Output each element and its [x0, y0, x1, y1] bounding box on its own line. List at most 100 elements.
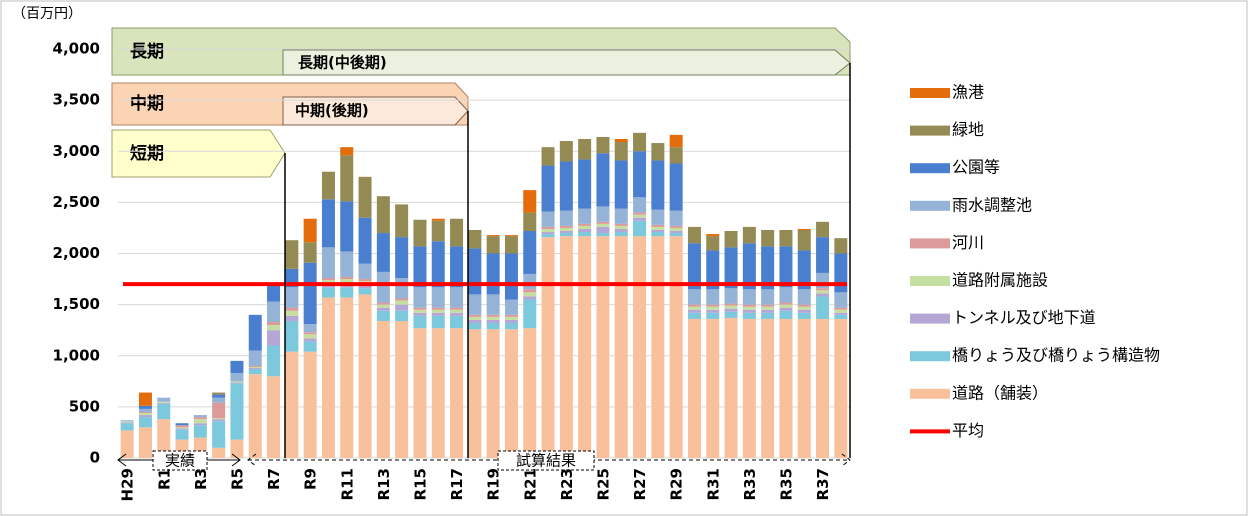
bar-segment: [468, 294, 482, 315]
bar-segment: [212, 418, 226, 420]
bar-segment: [779, 246, 793, 288]
bar-segment: [138, 417, 152, 428]
bar-segment: [358, 288, 372, 295]
bar-segment: [578, 232, 592, 237]
bar-segment: [285, 307, 299, 311]
bar-segment: [358, 294, 372, 458]
legend-swatch: [910, 163, 950, 174]
bar-segment: [157, 419, 171, 458]
bar-segment: [120, 423, 134, 431]
bar-segment: [230, 381, 244, 383]
bar-segment: [321, 280, 335, 285]
legend-label: トンネル及び地下道: [952, 308, 1096, 327]
bar-segment: [633, 132, 647, 152]
bar-segment: [523, 328, 537, 458]
bar-segment: [779, 307, 793, 311]
bar-segment: [779, 310, 793, 319]
bar-segment: [633, 236, 647, 458]
bar-segment: [267, 322, 281, 326]
bar-segment: [376, 310, 390, 321]
bar-segment: [797, 229, 811, 251]
bar-segment: [504, 314, 518, 317]
legend-label: 河川: [952, 233, 984, 252]
bar-segment: [468, 229, 482, 249]
bar-segment: [395, 237, 409, 279]
bar-segment: [669, 227, 683, 232]
y-tick-label: 2,500: [53, 193, 100, 211]
bar-segment: [138, 413, 152, 416]
legend-label: 道路（舗装）: [952, 383, 1048, 402]
bar-segment: [395, 304, 409, 311]
x-tick-label: R7: [265, 468, 283, 490]
bar-segment: [376, 302, 390, 305]
bar-segment: [230, 360, 244, 374]
bar-segment: [504, 316, 518, 320]
bar-segment: [724, 303, 738, 306]
bar-segment: [321, 199, 335, 248]
bar-segment: [504, 329, 518, 458]
bar-segment: [578, 159, 592, 209]
bar-segment: [578, 236, 592, 458]
bar-segment: [633, 217, 647, 221]
bar-segment: [267, 301, 281, 323]
bar-segment: [559, 236, 573, 458]
period-arrows: [117, 450, 851, 471]
bar-segment: [138, 415, 152, 418]
bar-segment: [340, 277, 354, 280]
bar-segment: [834, 314, 848, 319]
bar-segment: [413, 328, 427, 458]
bar-segment: [706, 250, 720, 290]
bar-segment: [779, 304, 793, 308]
bar-segment: [321, 278, 335, 281]
bar-segment: [413, 219, 427, 247]
bar-segment: [376, 233, 390, 272]
bar-segment: [248, 369, 262, 375]
bar-segment: [816, 318, 830, 458]
bar-segment: [816, 290, 830, 294]
x-tick-label: R13: [375, 468, 393, 500]
bar-segment: [633, 151, 647, 198]
bar-segment: [212, 397, 226, 403]
bar-segment: [651, 236, 665, 458]
bar-segment: [303, 324, 317, 333]
bar-segment: [285, 315, 299, 321]
bar-segment: [669, 233, 683, 237]
bar-segment: [578, 228, 592, 233]
bar-segment: [761, 304, 775, 307]
bar-segment: [468, 319, 482, 324]
y-tick-label: 1,000: [53, 346, 100, 364]
bar-segment: [724, 288, 738, 304]
bar-segment: [120, 422, 134, 424]
bar-segment: [614, 208, 628, 224]
bar-segment: [376, 271, 390, 303]
bar-segment: [742, 309, 756, 313]
bar-segment: [614, 142, 628, 161]
annotation: 中期: [130, 93, 164, 114]
bar-segment: [779, 229, 793, 247]
x-tick-label: R31: [704, 468, 722, 500]
bar-segment: [486, 319, 500, 324]
bar-segment: [816, 293, 830, 297]
legend-swatch: [910, 88, 950, 98]
period-banners: [111, 27, 851, 178]
bar-segment: [651, 229, 665, 233]
bar-segment: [450, 218, 464, 247]
bar-segment: [816, 221, 830, 238]
bar-segment: [687, 309, 701, 313]
annotation: 長期: [130, 42, 164, 62]
bar-segment: [193, 425, 207, 438]
bar-segment: [230, 382, 244, 384]
bar-segment: [742, 306, 756, 310]
bar-segment: [706, 236, 720, 251]
y-tick-label: 500: [69, 397, 100, 415]
bar-segment: [614, 160, 628, 209]
x-tick-label: R3: [192, 468, 210, 490]
bar-segment: [395, 204, 409, 238]
bar-segment: [596, 226, 610, 234]
annotation: 試算結果: [516, 452, 576, 470]
x-tick-label: R15: [411, 468, 429, 500]
bar-segment: [669, 163, 683, 211]
bar-segment: [340, 279, 354, 285]
bar-segment: [450, 328, 464, 458]
bar-segment: [596, 153, 610, 207]
